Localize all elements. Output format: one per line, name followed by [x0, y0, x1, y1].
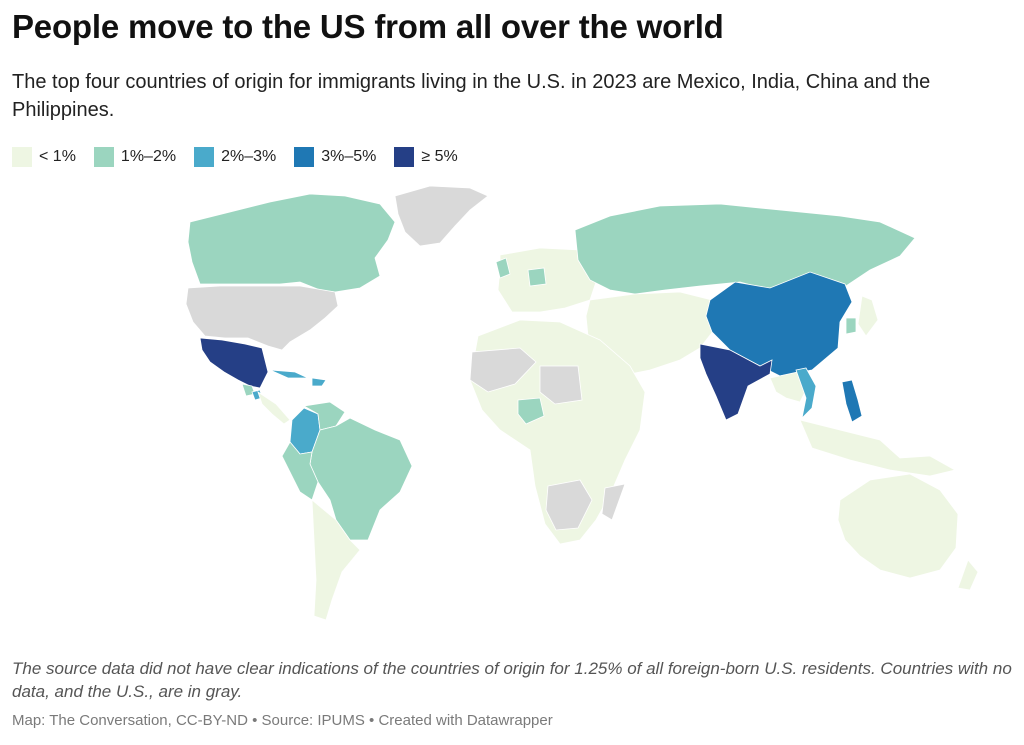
region-japan [857, 295, 879, 337]
region-united-states [185, 285, 339, 351]
legend-label: ≥ 5% [421, 148, 458, 165]
region-europe-most [497, 247, 601, 313]
region-sahara-central-africa-parts [469, 347, 626, 531]
legend-label: 2%–3% [221, 148, 277, 165]
region-india [699, 343, 773, 421]
region-peru [281, 441, 319, 501]
legend-swatch [294, 147, 315, 167]
region-mexico [199, 337, 269, 389]
region-central-america-other [257, 391, 291, 425]
legend-swatch [12, 147, 32, 167]
legend-label: 1%–2% [120, 148, 177, 165]
region-canada [187, 193, 396, 293]
region-cuba [269, 369, 309, 379]
chart-subtitle: The top four countries of origin for imm… [12, 71, 931, 121]
region-greenland [394, 185, 489, 247]
region-china [705, 271, 853, 377]
legend-swatch [394, 147, 415, 167]
legend-item-lt1: < 1% [12, 147, 76, 167]
region-south-korea [845, 317, 857, 335]
legend-item-2to3: 2%–3% [194, 147, 276, 167]
region-dominican-republic [311, 377, 327, 387]
legend-swatch [194, 147, 215, 167]
region-argentina [311, 499, 361, 621]
region-australia [837, 473, 959, 579]
region-united-kingdom [495, 257, 511, 279]
legend: < 1% 1%–2% 2%–3% 3%–5% ≥ 5% [12, 144, 476, 170]
footnote: The source data did not have clear indic… [12, 659, 1012, 701]
region-russia [574, 203, 916, 295]
legend-label: < 1% [39, 148, 76, 165]
region-germany [527, 267, 547, 287]
region-vietnam [795, 367, 817, 420]
world-choropleth-map [185, 185, 979, 621]
legend-item-1to2: 1%–2% [93, 147, 177, 167]
credit-line: Map: The Conversation, CC-BY-ND • Source… [12, 712, 553, 729]
region-new-zealand [957, 559, 979, 591]
legend-item-gte5: ≥ 5% [394, 147, 458, 167]
region-nigeria [517, 397, 545, 425]
legend-item-3to5: 3%–5% [294, 147, 376, 167]
legend-label: 3%–5% [321, 148, 377, 165]
chart-title: People move to the US from all over the … [12, 8, 724, 45]
legend-swatch [93, 147, 114, 167]
region-southeast-asia-other [769, 371, 957, 477]
region-philippines [841, 379, 863, 423]
